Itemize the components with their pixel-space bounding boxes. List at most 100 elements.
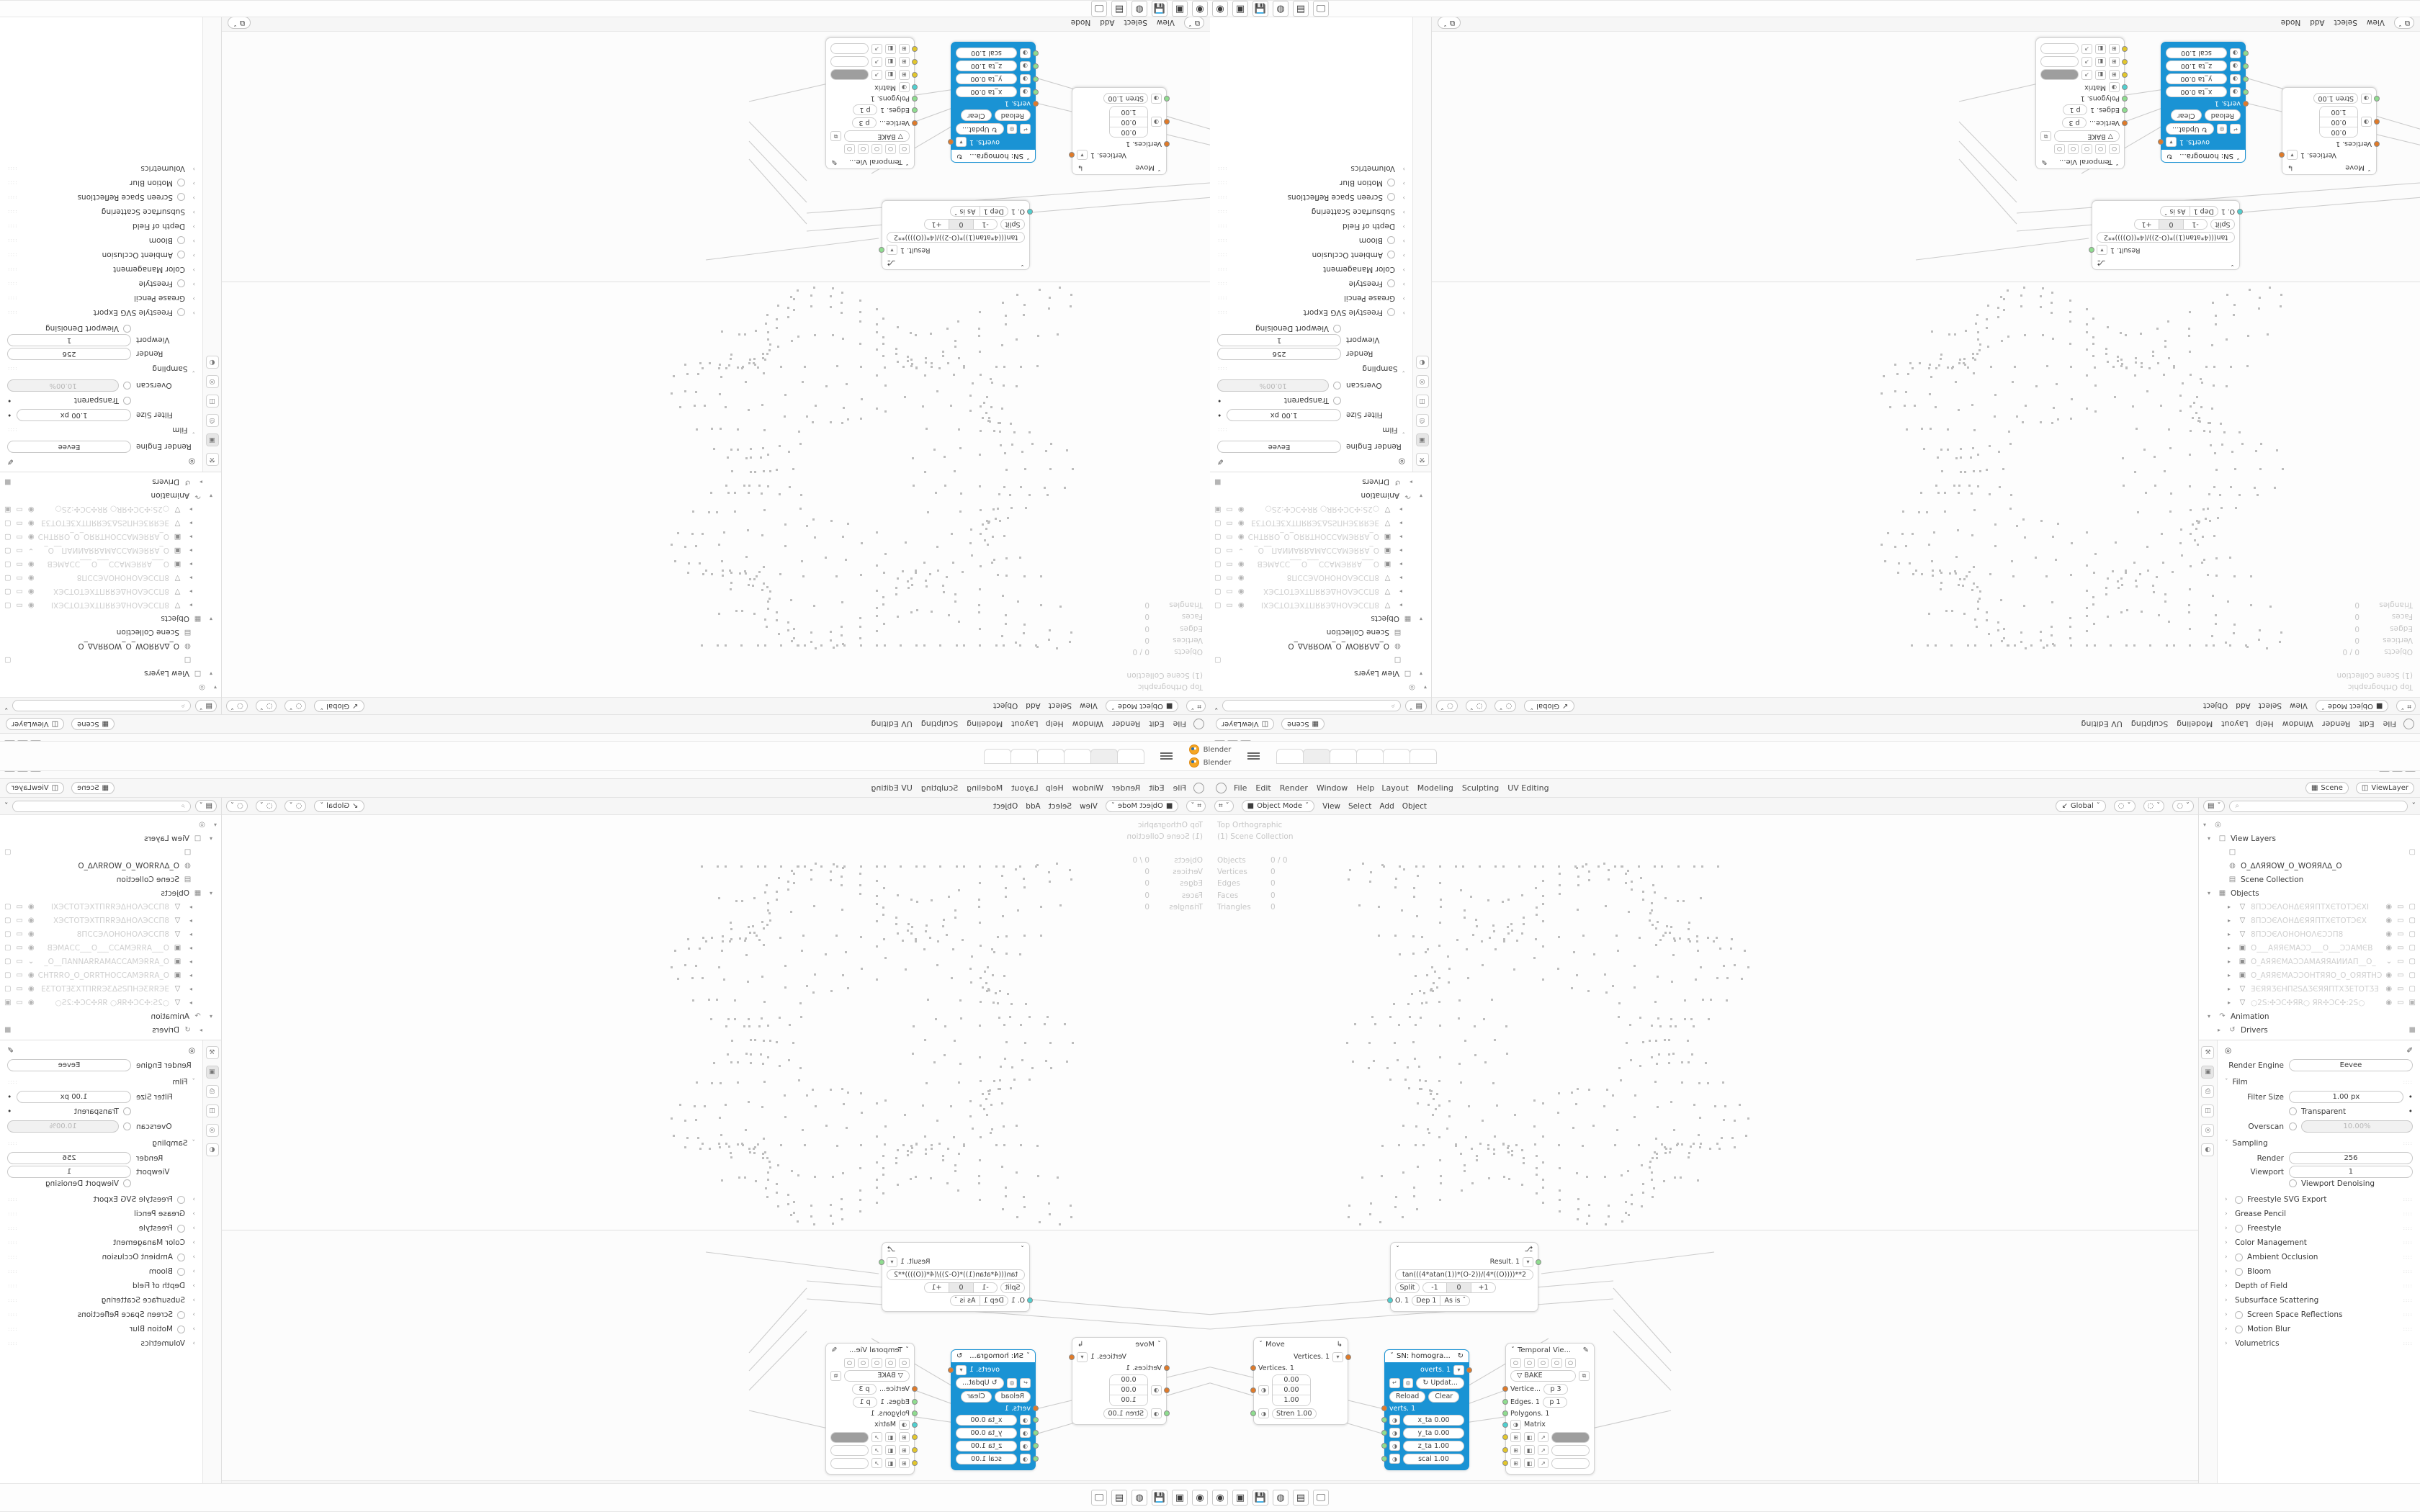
- disclosure-triangle-icon[interactable]: ▾: [2207, 835, 2210, 842]
- animate-dot-icon[interactable]: •: [7, 396, 12, 405]
- taskbar-tab[interactable]: [1063, 748, 1091, 764]
- viewport-menu-add[interactable]: Add: [1026, 801, 1041, 811]
- node-socket-yellow[interactable]: [912, 59, 918, 65]
- outliner-screen-icon[interactable]: ▭: [16, 985, 23, 993]
- range-min[interactable]: -1: [1422, 1282, 1447, 1293]
- outliner-eye-icon[interactable]: ◉: [27, 917, 35, 924]
- cube-icon[interactable]: ○: [1524, 1357, 1535, 1368]
- outliner-camera-on-icon[interactable]: ▣: [1214, 505, 1222, 513]
- outliner-item[interactable]: ▸ ▣ O___AЯЯЄMAƆƆ___O___ƆƆAMЄB ◉ ▭ ▢: [0, 557, 221, 571]
- node-socket-orange[interactable]: [2279, 152, 2285, 158]
- viewport-menu-select[interactable]: Select: [1048, 801, 1072, 811]
- blender-app[interactable]: ◉: [1212, 1, 1228, 17]
- section-checkbox[interactable]: [1387, 236, 1396, 245]
- node-socket-cyan[interactable]: [2237, 209, 2243, 215]
- display-app[interactable]: 🖵: [1313, 1, 1329, 17]
- display-bar-2[interactable]: [830, 43, 869, 55]
- disclosure-triangle-icon[interactable]: ▸: [189, 904, 193, 910]
- workspace-tab-layout[interactable]: Layout: [2221, 719, 2249, 729]
- taskbar-tab[interactable]: [1010, 748, 1038, 764]
- node-socket-orange[interactable]: [1164, 119, 1170, 125]
- disclosure-triangle-icon[interactable]: ▾: [2207, 1013, 2210, 1020]
- outliner-item[interactable]: ▾ ▦ Objects: [2199, 886, 2420, 900]
- outliner-eye-icon[interactable]: ◉: [27, 903, 35, 911]
- properties-section-item[interactable]: › Motion Blur::::: [2225, 1322, 2413, 1336]
- vector-component-1[interactable]: 0.00: [2320, 117, 2357, 127]
- outliner-item[interactable]: ▸ ▽ ○2S:✣ƆC✣ЯR○ ЯR✣ƆC✣:2S○ ◉ ▭ ▣: [2199, 996, 2420, 1009]
- color-icon[interactable]: ◧: [1524, 1445, 1535, 1455]
- range-mid[interactable]: 0: [949, 219, 973, 230]
- input-value-1[interactable]: p 1: [853, 1396, 878, 1408]
- filter-size-field[interactable]: 1.00 px: [2288, 1091, 2403, 1103]
- taskbar-tab[interactable]: [1356, 748, 1384, 764]
- outliner-eye-icon[interactable]: ◉: [1237, 588, 1245, 595]
- disclosure-arrow-icon[interactable]: ›: [192, 1297, 196, 1304]
- viewlayer-tab[interactable]: ◫: [2201, 1104, 2215, 1117]
- editor-type-selector[interactable]: ⌗ ˇ: [2396, 700, 2416, 712]
- link-icon[interactable]: ◑: [1020, 1454, 1031, 1464]
- overscan-checkbox[interactable]: [123, 382, 132, 390]
- overscan-field[interactable]: 10.00%: [7, 379, 120, 392]
- properties-section-item[interactable]: › Freestyle SVG Export::::: [1217, 305, 1405, 320]
- outliner-item[interactable]: ▸ ▣ O___AЯЯЄMAƆƆ___O___ƆƆAMЄB ◉ ▭ ▢: [0, 941, 221, 955]
- outliner-camera-icon[interactable]: ▢: [4, 930, 12, 938]
- clear-button[interactable]: Clear: [2170, 109, 2202, 122]
- workspace-tab-layout[interactable]: Layout: [1381, 783, 1409, 793]
- display-app[interactable]: 🖵: [1313, 1490, 1329, 1506]
- blender-app[interactable]: ◉: [1212, 1490, 1228, 1506]
- topbar-menu-edit[interactable]: Edit: [2359, 719, 2375, 729]
- outliner-eye-icon[interactable]: ◉: [2385, 903, 2393, 911]
- viewlayer-tab[interactable]: ◫: [205, 1104, 219, 1117]
- outliner-item[interactable]: ▸ ▽ ○2S:✣ƆC✣ЯR○ ЯR✣ƆC✣:2S○ ◉ ▭ ▣: [0, 996, 221, 1009]
- reload-button[interactable]: Reload: [1389, 1390, 1426, 1403]
- outliner-item[interactable]: ▸ ▣ O_AЯЯЄMAƆƆAMAЯЯAИИAП__O_ ⌄ ▭ ▢: [1210, 544, 1431, 557]
- properties-section-item[interactable]: › Color Management::::: [2225, 1236, 2413, 1250]
- viewport-menu-object[interactable]: Object: [1402, 801, 1427, 811]
- range-min[interactable]: -1: [2183, 219, 2208, 230]
- save-64-app[interactable]: 💾: [1152, 1490, 1168, 1506]
- filter-size-field[interactable]: 1.00 px: [17, 1091, 132, 1103]
- node-header[interactable]: ˇ Temporal Vie... ✎: [2036, 156, 2124, 166]
- outliner-camera-icon[interactable]: ▢: [4, 903, 12, 911]
- disclosure-arrow-icon[interactable]: ›: [192, 165, 196, 172]
- circle-outline-icon[interactable]: ○: [1551, 1357, 1562, 1368]
- node-socket-green[interactable]: [2243, 50, 2249, 56]
- output-tab[interactable]: ⎙: [1415, 414, 1429, 427]
- section-checkbox[interactable]: [177, 179, 186, 187]
- viewport-canvas[interactable]: Top Orthographic (1) Scene Collection Obj…: [1432, 282, 2420, 697]
- disclosure-triangle-icon[interactable]: ▸: [2217, 1027, 2220, 1033]
- scene-selector[interactable]: ▦ Scene: [1281, 718, 1325, 730]
- node-socket-yellow[interactable]: [1502, 1460, 1508, 1466]
- circle-icon[interactable]: ○: [1538, 1357, 1549, 1368]
- section-checkbox[interactable]: [1387, 179, 1396, 187]
- param-field-y_ta[interactable]: y_ta 0.00: [1403, 1427, 1464, 1439]
- outliner-screen-icon[interactable]: ▭: [16, 930, 23, 938]
- disclosure-arrow-icon[interactable]: ›: [2224, 1196, 2228, 1203]
- disclosure-arrow-icon[interactable]: ›: [1402, 237, 1406, 244]
- outliner-item[interactable]: ▸ ↺ Drivers ■: [1210, 475, 1431, 489]
- link-icon[interactable]: ◑: [1020, 1415, 1031, 1425]
- formula-field[interactable]: tan(((4*atan(1))*(O-2))/(4*((O))))**2: [1395, 1269, 1533, 1280]
- cube-icon[interactable]: ○: [885, 144, 896, 155]
- layout-icon[interactable]: ⊞: [1510, 1458, 1521, 1468]
- link-icon[interactable]: ◑: [1258, 1385, 1269, 1395]
- blender-icon[interactable]: ◎: [1006, 124, 1018, 135]
- cube-icon[interactable]: ○: [2095, 144, 2106, 155]
- link-icon[interactable]: ◑: [2230, 74, 2241, 84]
- render-engine-dropdown[interactable]: Eevee: [1217, 441, 1342, 453]
- disclosure-arrow-icon[interactable]: ›: [2224, 1239, 2228, 1246]
- outliner-camera-icon[interactable]: ▢: [1214, 546, 1222, 554]
- outliner-camera-icon[interactable]: ▢: [4, 958, 12, 966]
- scene-selector[interactable]: ▦ Scene: [71, 718, 115, 730]
- section-checkbox[interactable]: [177, 236, 186, 245]
- outliner-item[interactable]: ▸ ▽ 8ПƆƆЄΛOHΔЄЯЯПTXЄTOTƆЄX ◉ ▭ ▢: [2199, 914, 2420, 927]
- disclosure-arrow-icon[interactable]: ›: [1402, 165, 1406, 172]
- section-checkbox[interactable]: [1387, 193, 1396, 202]
- viewport-menu-add[interactable]: Add: [1379, 801, 1394, 811]
- outliner-eye-icon[interactable]: ◉: [1237, 560, 1245, 568]
- link-icon[interactable]: ◑: [1020, 1428, 1031, 1438]
- pivot-point-selector[interactable]: ◌ ˇ: [226, 700, 248, 712]
- workspace-tab-layout[interactable]: Layout: [1011, 719, 1039, 729]
- blender-icon[interactable]: ◎: [1402, 1377, 1414, 1388]
- outliner-screen-icon[interactable]: ▭: [1226, 601, 1233, 609]
